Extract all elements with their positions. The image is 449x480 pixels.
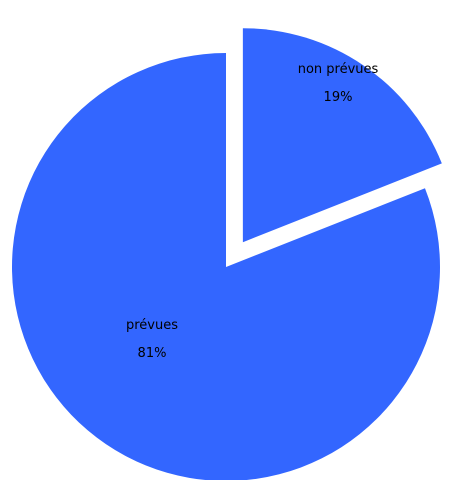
pie-slice-non-prevues bbox=[242, 28, 442, 243]
slice-label-non-prevues-name: non prévues bbox=[298, 62, 379, 77]
pie-slices bbox=[12, 28, 442, 480]
slice-label-non-prevues-percent: 19% bbox=[324, 90, 353, 105]
pie-slice-prevues bbox=[12, 53, 440, 480]
slice-label-prevues-percent: 81% bbox=[138, 346, 167, 361]
slice-label-prevues-name: prévues bbox=[126, 318, 178, 333]
pie-labels: non prévues 19% prévues 81% bbox=[126, 62, 379, 361]
